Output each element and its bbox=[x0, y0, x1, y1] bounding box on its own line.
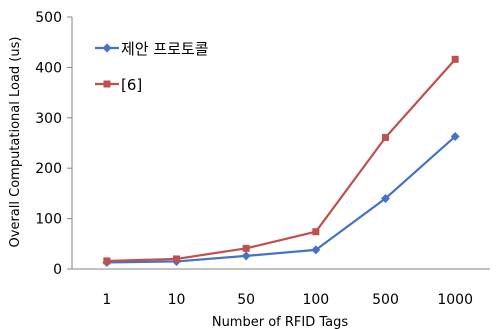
x-tick-label: 1 bbox=[102, 292, 111, 308]
x-tick-label: 10 bbox=[168, 292, 186, 308]
series-1 bbox=[102, 131, 460, 267]
y-tick-label: 0 bbox=[53, 262, 62, 278]
legend-label: [6] bbox=[121, 76, 142, 94]
legend-label: 제안 프로토콜 bbox=[121, 40, 209, 58]
series-line bbox=[106, 135, 456, 264]
y-tick-label: 100 bbox=[35, 212, 62, 228]
y-tick-label: 300 bbox=[35, 111, 62, 127]
data-point bbox=[450, 131, 460, 141]
data-point bbox=[103, 257, 111, 265]
y-tick-label: 500 bbox=[35, 10, 62, 26]
legend-entry-1: 제안 프로토콜 bbox=[95, 40, 209, 58]
data-point bbox=[241, 251, 251, 261]
x-tick-label: 1000 bbox=[437, 292, 473, 308]
data-point bbox=[451, 55, 459, 63]
y-axis-label: Overall Computational Load (us) bbox=[8, 37, 23, 248]
x-tick-label: 500 bbox=[372, 292, 399, 308]
data-point bbox=[242, 244, 250, 252]
data-point bbox=[173, 255, 180, 263]
y-tick-label: 400 bbox=[35, 60, 62, 76]
series-2 bbox=[103, 55, 459, 265]
legend-entry-2: [6] bbox=[95, 76, 142, 94]
y-axis: 0 100 200 300 400 500 bbox=[35, 10, 73, 278]
data-point bbox=[311, 245, 321, 255]
data-point bbox=[312, 228, 320, 236]
x-tick-label: 50 bbox=[237, 292, 255, 308]
x-axis-label: Number of RFID Tags bbox=[212, 315, 349, 329]
x-tick-label: 100 bbox=[302, 292, 329, 308]
data-point bbox=[382, 133, 389, 141]
data-point bbox=[381, 193, 390, 203]
series-layer bbox=[102, 55, 460, 267]
y-tick-label: 200 bbox=[35, 161, 62, 177]
legend: 제안 프로토콜 [6] bbox=[95, 40, 209, 94]
legend-marker bbox=[103, 80, 111, 88]
legend-marker bbox=[102, 43, 112, 53]
series-line bbox=[106, 58, 456, 263]
x-axis: 1 10 50 100 500 1000 bbox=[72, 268, 490, 308]
